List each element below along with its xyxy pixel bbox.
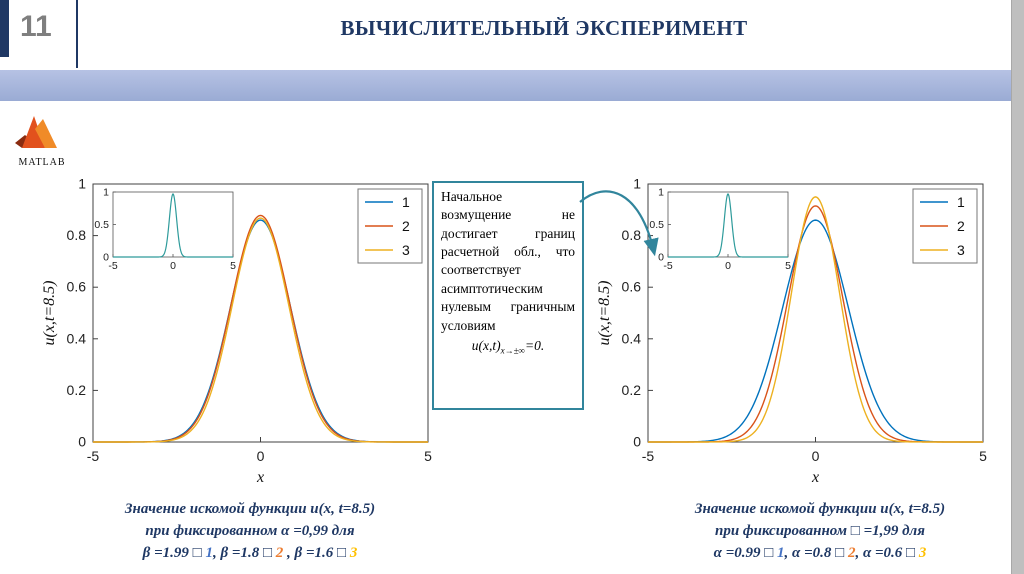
formula-tail: =0. bbox=[524, 337, 545, 353]
legend-label: 3 bbox=[957, 242, 965, 258]
caption-line: β =1.99 □ 1, β =1.8 □ 2 , β =1.6 □ 3 bbox=[60, 542, 440, 564]
inset-y-tick-label: 0.5 bbox=[649, 219, 664, 231]
caption-segment: при фиксированном α =0,99 для bbox=[145, 523, 355, 539]
plot-left: -5 0 5 0 0.2 0.4 0.6 0.8 1 u(x,t=8.5) x 1 2 3 -5 0 5 0 0.5… bbox=[38, 172, 443, 492]
caption-left: Значение искомой функции u(x, t=8.5) при … bbox=[60, 498, 440, 564]
inset-x-tick-label: 5 bbox=[230, 260, 236, 272]
legend-label: 1 bbox=[402, 194, 410, 210]
y-axis-label: u(x,t=8.5) bbox=[596, 281, 613, 346]
x-tick-label: -5 bbox=[642, 448, 655, 464]
caption-segment: Значение искомой функции u(x, t=8.5) bbox=[694, 501, 946, 517]
y-tick-label: 0.8 bbox=[67, 227, 87, 243]
caption-segment: 2 bbox=[847, 545, 856, 561]
inset-axes-box bbox=[112, 191, 234, 258]
y-tick-label: 0.6 bbox=[67, 279, 87, 295]
formula-subscript: x→±∞ bbox=[500, 345, 525, 356]
inset-x-tick-label: 5 bbox=[785, 260, 791, 272]
series-line-3 bbox=[93, 217, 428, 443]
note-arrow-icon bbox=[576, 186, 668, 268]
x-tick-label: 0 bbox=[257, 448, 265, 464]
matlab-logo: MATLAB bbox=[12, 114, 72, 168]
legend-label: 2 bbox=[957, 218, 965, 234]
inset-series-line bbox=[113, 193, 233, 258]
y-tick-label: 0.4 bbox=[67, 330, 87, 346]
x-tick-label: -5 bbox=[87, 448, 100, 464]
y-tick-label: 0.4 bbox=[622, 330, 642, 346]
inset-y-tick-label: 0.5 bbox=[94, 219, 109, 231]
y-tick-label: 1 bbox=[78, 176, 86, 192]
y-axis-label: u(x,t=8.5) bbox=[41, 281, 58, 346]
header-band bbox=[0, 70, 1012, 101]
slide-number: 11 bbox=[20, 10, 52, 43]
y-tick-label: 0 bbox=[633, 434, 641, 450]
caption-line: Значение искомой функции u(x, t=8.5) bbox=[60, 498, 440, 520]
y-tick-label: 0 bbox=[78, 434, 86, 450]
x-axis-label: x bbox=[256, 469, 264, 486]
caption-segment: β =1.99 □ bbox=[142, 545, 206, 561]
inset-x-tick-label: -5 bbox=[108, 260, 117, 272]
slide-title: ВЫЧИСЛИТЕЛЬНЫЙ ЭКСПЕРИМЕНТ bbox=[340, 16, 748, 40]
caption-segment: Значение искомой функции u(x, t=8.5) bbox=[124, 501, 376, 517]
y-tick-label: 0.6 bbox=[622, 279, 642, 295]
x-tick-label: 0 bbox=[812, 448, 820, 464]
inset-series-line bbox=[668, 193, 788, 258]
legend-label: 2 bbox=[402, 218, 410, 234]
x-axis-label: x bbox=[811, 469, 819, 486]
x-tick-label: 5 bbox=[424, 448, 432, 464]
series-line-3 bbox=[648, 196, 983, 443]
caption-segment: , β =1.8 □ bbox=[212, 545, 276, 561]
inset-y-tick-label: 1 bbox=[658, 187, 664, 199]
caption-segment: при фиксированном □ =1,99 для bbox=[715, 523, 925, 539]
caption-segment: , α =0.6 □ bbox=[855, 545, 919, 561]
y-tick-label: 1 bbox=[633, 176, 641, 192]
legend-label: 1 bbox=[957, 194, 965, 210]
caption-segment: , β =1.6 □ bbox=[283, 545, 350, 561]
caption-line: Значение искомой функции u(x, t=8.5) bbox=[630, 498, 1010, 520]
note-formula: u(x,t)x→±∞=0. bbox=[441, 337, 575, 357]
note-text: Начальное возмущение не достигает границ… bbox=[441, 189, 575, 333]
note-box: Начальное возмущение не достигает границ… bbox=[432, 181, 584, 410]
x-tick-label: 5 bbox=[979, 448, 987, 464]
caption-right: Значение искомой функции u(x, t=8.5) при … bbox=[630, 498, 1010, 564]
caption-segment: 3 bbox=[918, 545, 927, 561]
corner-accent bbox=[0, 0, 9, 57]
caption-segment: , α =0.8 □ bbox=[784, 545, 848, 561]
right-edge-strip bbox=[1011, 0, 1024, 574]
inset-y-tick-label: 0 bbox=[658, 252, 664, 264]
caption-segment: 3 bbox=[349, 545, 358, 561]
inset-x-tick-label: -5 bbox=[663, 260, 672, 272]
y-tick-label: 0.2 bbox=[622, 382, 642, 398]
caption-segment: α =0.99 □ bbox=[713, 545, 778, 561]
caption-line: при фиксированном □ =1,99 для bbox=[630, 520, 1010, 542]
caption-segment: 2 bbox=[275, 545, 284, 561]
y-tick-label: 0.2 bbox=[67, 382, 87, 398]
caption-line: α =0.99 □ 1, α =0.8 □ 2, α =0.6 □ 3 bbox=[630, 542, 1010, 564]
inset-x-tick-label: 0 bbox=[170, 260, 176, 272]
caption-segment: 1 bbox=[777, 545, 785, 561]
inset-y-tick-label: 1 bbox=[103, 187, 109, 199]
caption-line: при фиксированном α =0,99 для bbox=[60, 520, 440, 542]
plot-right: -5 0 5 0 0.2 0.4 0.6 0.8 1 u(x,t=8.5) x 1 2 3 -5 0 5 0 0.5… bbox=[593, 172, 998, 492]
inset-axes-box bbox=[667, 191, 789, 258]
header-divider bbox=[76, 0, 78, 68]
legend-label: 3 bbox=[402, 242, 410, 258]
formula-base: u(x,t) bbox=[471, 337, 501, 353]
matlab-wordmark: MATLAB bbox=[18, 157, 66, 168]
y-tick-label: 0.8 bbox=[622, 227, 642, 243]
inset-y-tick-label: 0 bbox=[103, 252, 109, 264]
inset-x-tick-label: 0 bbox=[725, 260, 731, 272]
matlab-logo-icon bbox=[15, 116, 57, 148]
caption-segment: 1 bbox=[205, 545, 213, 561]
